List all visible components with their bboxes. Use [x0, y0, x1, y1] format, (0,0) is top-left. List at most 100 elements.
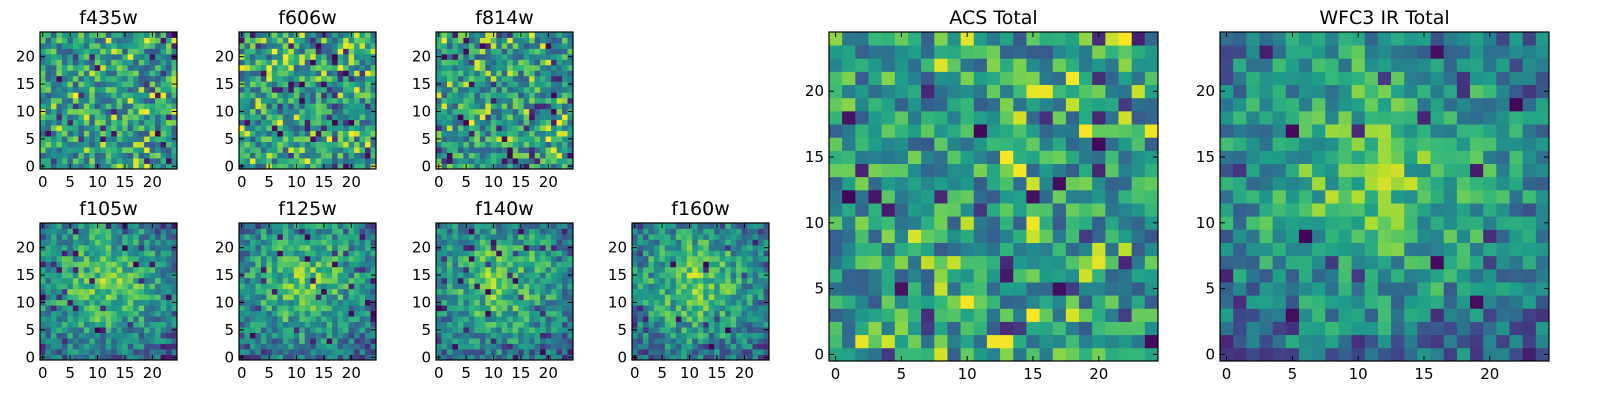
heatmap-cell: [138, 152, 145, 159]
heatmap-cell: [637, 343, 644, 350]
heatmap-cell: [512, 354, 519, 361]
heatmap-cell: [452, 239, 459, 246]
heatmap-cell: [89, 261, 96, 268]
heatmap-cell: [540, 152, 546, 159]
heatmap-cell: [100, 42, 107, 49]
heatmap-cell: [160, 250, 167, 257]
heatmap-cell: [512, 42, 519, 49]
heatmap-cell: [534, 310, 541, 317]
heatmap-cell: [111, 64, 118, 71]
heatmap-cell: [67, 119, 74, 126]
heatmap-cell: [56, 147, 63, 153]
heatmap-cell: [868, 334, 883, 349]
heatmap-cell: [446, 64, 453, 71]
heatmap-cell: [45, 152, 52, 159]
heatmap-cell: [166, 141, 172, 148]
heatmap-cell: [337, 92, 344, 99]
heatmap-cell: [116, 86, 123, 93]
heatmap-cell: [122, 244, 129, 251]
heatmap-cell: [288, 53, 295, 60]
heatmap-cell: [67, 42, 74, 49]
heatmap-cell: [105, 343, 112, 350]
heatmap-cell: [155, 64, 161, 71]
heatmap-cell: [266, 272, 273, 279]
heatmap-cell: [326, 163, 333, 170]
heatmap-cell: [133, 158, 140, 164]
heatmap-cell: [288, 327, 295, 333]
heatmap-cell: [556, 250, 563, 257]
heatmap-cell: [1131, 295, 1146, 309]
heatmap-cell: [50, 86, 57, 93]
heatmap-cell: [266, 316, 273, 323]
heatmap-cell: [239, 97, 245, 104]
heatmap-cell: [315, 147, 322, 153]
heatmap-cell: [299, 316, 306, 323]
heatmap-cell: [1039, 255, 1054, 270]
heatmap-cell: [83, 327, 90, 333]
heatmap-cell: [299, 261, 306, 268]
heatmap-cell: [551, 338, 557, 344]
heatmap-cell: [277, 42, 284, 49]
heatmap-cell: [632, 305, 638, 312]
heatmap-cell: [277, 294, 284, 301]
heatmap-cell: [648, 338, 655, 344]
heatmap-cell: [562, 125, 568, 132]
heatmap-cell: [518, 130, 525, 137]
y-tick-label: 10: [16, 102, 35, 120]
heatmap-cell: [271, 305, 278, 312]
heatmap-cell: [83, 343, 90, 350]
heatmap-cell: [83, 53, 90, 60]
heatmap-cell: [138, 158, 145, 164]
heatmap-cell: [326, 86, 333, 93]
heatmap-cell: [260, 59, 267, 66]
heatmap-cell: [436, 283, 442, 290]
heatmap-cell: [50, 42, 57, 49]
heatmap-cell: [637, 288, 644, 295]
heatmap-cell: [1092, 321, 1106, 336]
heatmap-cell: [288, 250, 295, 257]
heatmap-cell: [293, 86, 300, 93]
heatmap-cell: [348, 250, 355, 257]
heatmap-cell: [94, 305, 101, 312]
heatmap-cell: [934, 216, 948, 230]
heatmap-cell: [1039, 321, 1054, 336]
heatmap-cell: [271, 327, 278, 333]
heatmap-cell: [468, 228, 475, 235]
heatmap-cell: [648, 354, 655, 361]
heatmap-cell: [78, 53, 85, 60]
heatmap-cell: [354, 228, 360, 235]
heatmap-cell: [907, 334, 922, 349]
heatmap-cell: [354, 32, 360, 38]
heatmap-cell: [474, 338, 481, 344]
heatmap-cell: [474, 114, 481, 121]
heatmap-cell: [326, 136, 333, 142]
heatmap-cell: [736, 316, 742, 323]
heatmap-cell: [490, 37, 497, 44]
heatmap-cell: [855, 268, 869, 283]
heatmap-cell: [105, 163, 112, 170]
heatmap-cell: [719, 283, 726, 290]
heatmap-cell: [637, 316, 644, 323]
heatmap-cell: [534, 332, 541, 339]
heatmap-cell: [288, 261, 295, 268]
heatmap-cell: [1118, 203, 1133, 217]
heatmap-cell: [160, 288, 167, 295]
heatmap-cell: [703, 266, 710, 273]
heatmap-cell: [343, 64, 349, 71]
heatmap-cell: [1144, 203, 1159, 217]
heatmap-cell: [288, 305, 295, 312]
heatmap-cell: [507, 244, 514, 251]
heatmap-cell: [881, 242, 896, 257]
heatmap-cell: [446, 343, 453, 350]
heatmap-cell: [697, 266, 704, 273]
heatmap-cell: [468, 310, 475, 317]
heatmap-cell: [239, 239, 245, 246]
heatmap-cell: [632, 316, 638, 323]
heatmap-cell: [1039, 150, 1054, 164]
heatmap-cell: [664, 288, 671, 295]
heatmap-cell: [45, 310, 52, 317]
heatmap-cell: [523, 349, 530, 355]
heatmap-cell: [1065, 347, 1080, 362]
heatmap-cell: [714, 250, 721, 257]
heatmap-cell: [277, 233, 284, 240]
